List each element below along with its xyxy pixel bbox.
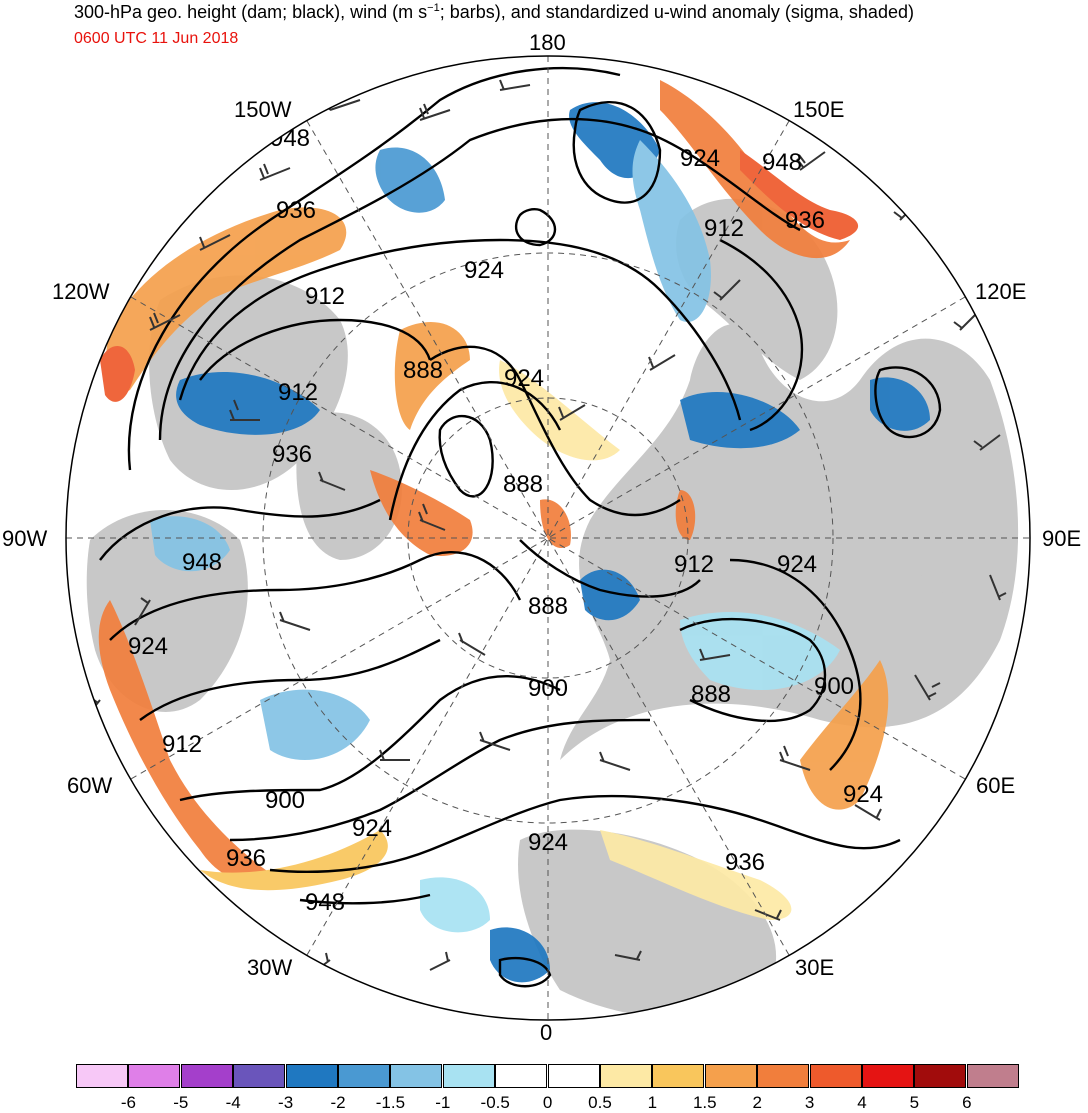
- colorbar-tick-label: 6: [962, 1093, 972, 1112]
- longitude-label-150e: 150E: [793, 97, 845, 122]
- contour-label: 888: [503, 471, 543, 498]
- contour-label: 888: [691, 681, 731, 708]
- colorbar-tick-label: -0.5: [480, 1093, 510, 1112]
- colorbar-bin: [442, 1064, 495, 1088]
- title-text-end: ; barbs), and standardized u-wind anomal…: [439, 2, 914, 22]
- colorbar-bin: [390, 1064, 443, 1088]
- contour-label: 924: [504, 365, 544, 392]
- title-text: 300-hPa geo. height (dam; black), wind (…: [74, 2, 428, 22]
- colorbar-tick-label: 0: [542, 1093, 553, 1112]
- contour-label: 948: [762, 149, 802, 176]
- colorbar-bin: [757, 1064, 810, 1088]
- colorbar-tick-label: 2: [752, 1093, 762, 1112]
- contour-label-layer: 948 936 912 936 924 888 924 888 912 888 …: [128, 125, 883, 916]
- colorbar-tick-label: -5: [173, 1093, 189, 1112]
- colorbar-tick-label: -4: [225, 1093, 241, 1112]
- contour-label: 924: [843, 781, 883, 808]
- colorbar-tick-label: 4: [857, 1093, 867, 1112]
- contour-label: 912: [704, 215, 744, 242]
- contour-label: 900: [265, 787, 305, 814]
- colorbar-tick-label: -3: [278, 1093, 294, 1112]
- contour-label: 924: [777, 551, 817, 578]
- colorbar-bin: [495, 1064, 548, 1088]
- longitude-label-90w: 90W: [2, 526, 48, 551]
- colorbar-bin: [704, 1064, 757, 1088]
- contour-label: 912: [278, 379, 318, 406]
- valid-time: 0600 UTC 11 Jun 2018: [74, 30, 239, 47]
- contour-label: 900: [528, 675, 568, 702]
- contour-label: 948: [270, 125, 310, 152]
- colorbar-tick-label: 3: [804, 1093, 815, 1112]
- longitude-label-90e: 90E: [1042, 526, 1082, 551]
- longitude-label-60w: 60W: [67, 773, 113, 798]
- contour-label: 912: [674, 551, 714, 578]
- contour-label: 888: [403, 357, 443, 384]
- colorbar-bin: [862, 1064, 914, 1088]
- longitude-label-60e: 60E: [976, 773, 1016, 798]
- colorbar-bin: [966, 1064, 1019, 1088]
- contour-label: 924: [464, 257, 504, 284]
- colorbar-bin: [285, 1064, 338, 1088]
- longitude-label-30e: 30E: [795, 955, 835, 980]
- longitude-label-120e: 120E: [975, 279, 1027, 304]
- contour-label: 936: [272, 441, 312, 468]
- colorbar-tick-label: 0.5: [588, 1093, 612, 1112]
- colorbar-tick-label: 1: [647, 1093, 658, 1112]
- contour-label: 936: [276, 197, 316, 224]
- contour-label: 924: [680, 145, 720, 172]
- colorbar-tick-label: -6: [120, 1093, 136, 1112]
- longitude-label-30w: 30W: [247, 955, 293, 980]
- longitude-label-180: 180: [529, 30, 566, 55]
- contour-label: 948: [182, 549, 222, 576]
- colorbar-bin: [547, 1064, 600, 1088]
- longitude-label-150w: 150W: [234, 97, 292, 122]
- map-title: 300-hPa geo. height (dam; black), wind (…: [74, 2, 914, 23]
- anomaly-shading: [98, 80, 930, 983]
- colorbar-bin: [914, 1064, 967, 1088]
- contour-label: 936: [785, 207, 825, 234]
- contour-label: 924: [528, 829, 568, 856]
- colorbar-bin: [233, 1064, 286, 1088]
- contour-label: 936: [226, 845, 266, 872]
- contour-label: 900: [814, 673, 854, 700]
- wind-barbs: [79, 79, 1007, 976]
- graticule: [66, 56, 1030, 1020]
- map-boundary: [65, 55, 1031, 1021]
- title-superscript: −1: [427, 2, 440, 14]
- colorbar-tick-label: -1.5: [375, 1093, 406, 1112]
- colorbar-bin: [128, 1064, 181, 1088]
- contour-label: 912: [305, 283, 345, 310]
- colorbar-bin: [600, 1064, 652, 1088]
- colorbar-bin: [180, 1064, 233, 1088]
- contour-label: 924: [352, 815, 392, 842]
- colorbar-tick-label: -1: [435, 1093, 451, 1112]
- contour-label: 924: [128, 633, 168, 660]
- contour-label: 888: [528, 593, 568, 620]
- longitude-label-0: 0: [540, 1020, 553, 1045]
- colorbar-tick-label: -2: [330, 1093, 346, 1112]
- height-contours: [99, 66, 942, 988]
- colorbar-bin: [809, 1064, 862, 1088]
- colorbar-tick-label: 5: [909, 1093, 920, 1112]
- contour-label: 936: [725, 849, 765, 876]
- colorbar-bin: [76, 1064, 128, 1088]
- contour-label: 948: [305, 889, 345, 916]
- contour-label: 912: [162, 731, 202, 758]
- longitude-label-120w: 120W: [52, 279, 110, 304]
- colorbar-bin: [338, 1064, 390, 1088]
- colorbar-tick-label: 1.5: [692, 1093, 717, 1112]
- colorbar-bin: [652, 1064, 705, 1088]
